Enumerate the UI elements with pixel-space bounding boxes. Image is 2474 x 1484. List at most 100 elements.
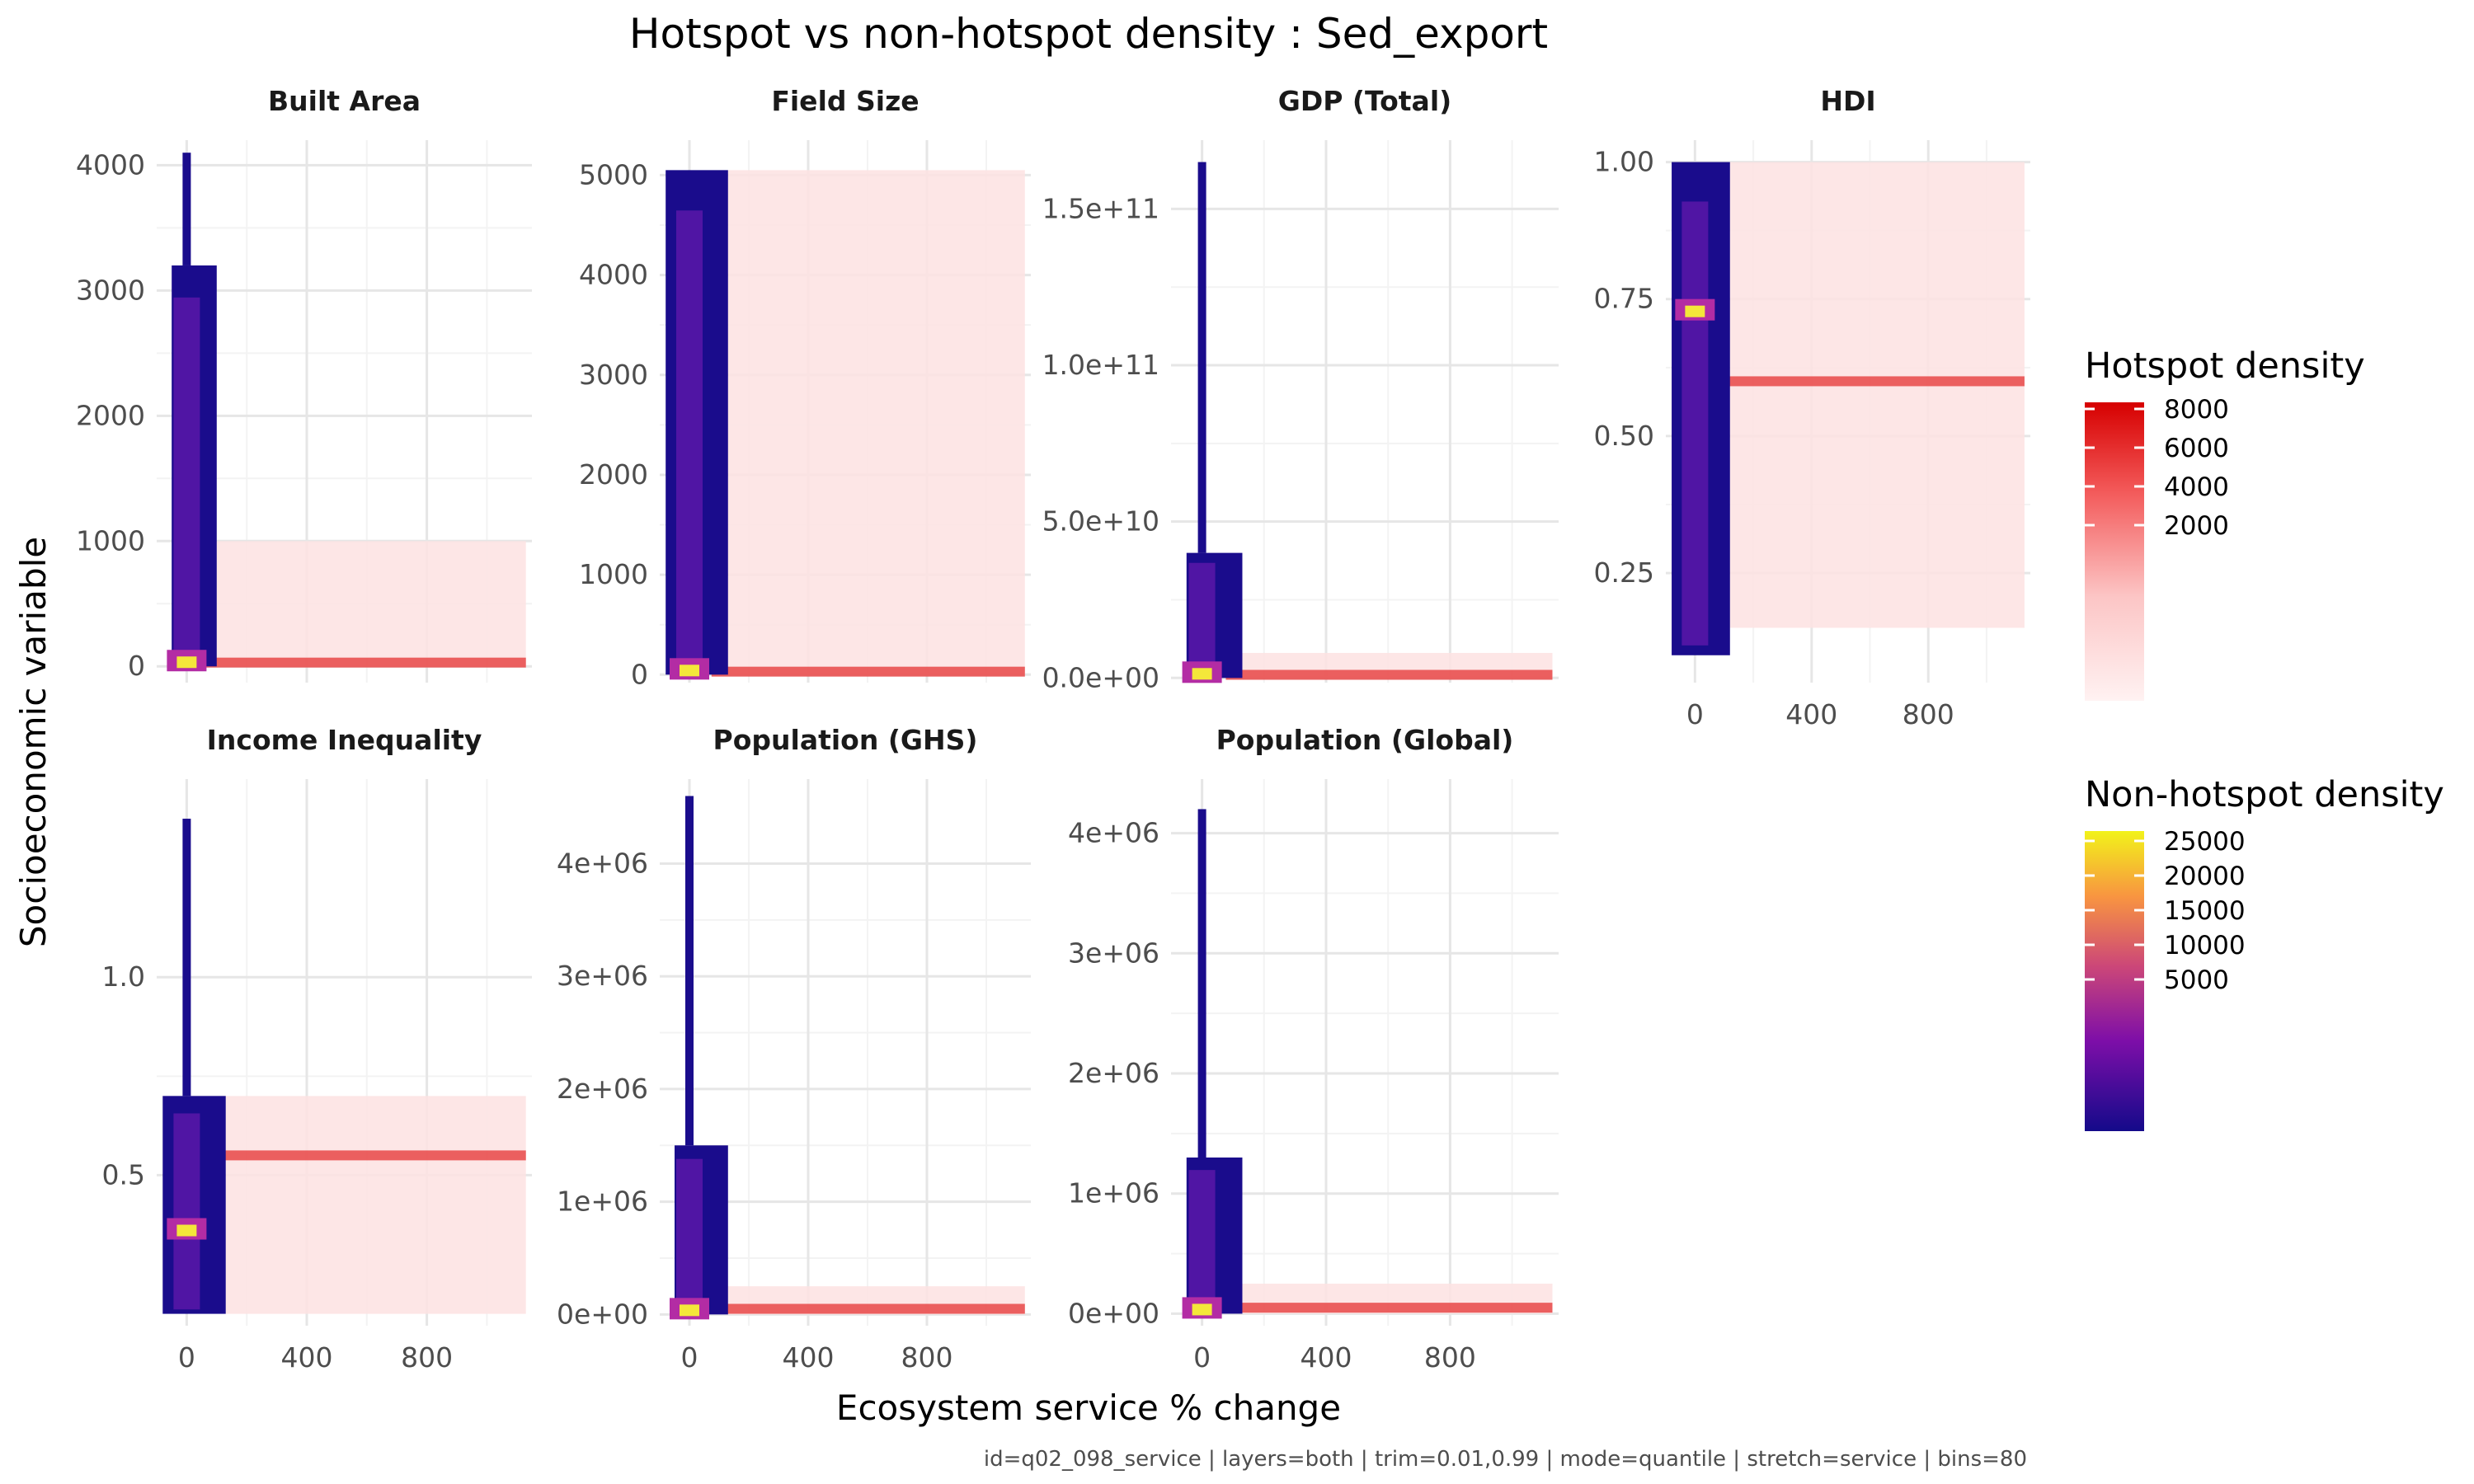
facet-title: GDP (Total) [1278,85,1451,117]
facet-title: Field Size [771,85,919,117]
facet-panel: HDI 0.25 0.50 0.75 1.00 0 400 800 [1594,85,2030,730]
y-axis-label: Socioeconomic variable [13,537,54,947]
facet-title: Population (GHS) [713,724,978,756]
nonhotspot-colorbar [2085,831,2144,1131]
x-tick-label: 800 [1903,698,1954,730]
y-tick-label: 4e+06 [557,848,648,880]
nonhotspot-legend-tick-label: 5000 [2164,965,2229,995]
facet-panel: Income Inequality 0.5 1.0 0 400 800 [102,724,532,1374]
hotspot-density-region [216,541,526,667]
facet-title: HDI [1820,85,1875,117]
nonhotspot-density-tail [182,819,191,1097]
y-tick-label: 0.25 [1594,556,1654,589]
hotspot-density-band [1225,669,1553,680]
facet-title: Income Inequality [207,724,482,756]
facet-title: Built Area [268,85,421,117]
nonhotspot-density-peak [1685,305,1705,317]
facet-panel: Built Area 0 1000 2000 3000 4000 [76,85,532,683]
nonhotspot-density-core [1188,562,1216,676]
facet-title: Population (Global) [1216,724,1514,756]
x-tick-label: 0 [681,1341,698,1374]
nonhotspot-density-peak [176,656,197,669]
nonhotspot-density-tail [1197,809,1206,1158]
y-tick-label: 1.00 [1594,146,1654,178]
x-tick-label: 400 [783,1341,835,1374]
facet-panel: Field Size 0 1000 2000 3000 4000 5000 [579,85,1031,690]
nonhotspot-legend-tick-label: 15000 [2164,896,2246,926]
y-tick-label: 1e+06 [1068,1177,1159,1209]
hotspot-density-band [1713,376,2025,387]
x-tick-label: 0 [1686,698,1704,730]
facet-panel: Population (GHS) 0e+00 1e+06 2e+06 3e+06 4e+0… [557,724,1031,1374]
caption: id=q02_098_service | layers=both | trim=… [984,1447,2027,1472]
hotspot-legend-tick-label: 2000 [2164,511,2229,541]
chart-title: Hotspot vs non-hotspot density : Sed_exp… [629,10,1548,58]
y-tick-label: 4000 [76,148,145,181]
y-tick-label: 0 [631,658,648,690]
hotspot-density-band [711,1303,1025,1314]
x-tick-label: 0 [178,1341,195,1374]
nonhotspot-density-core [173,297,200,659]
nonhotspot-density-peak [680,665,699,677]
y-tick-label: 3e+06 [1068,937,1159,969]
y-tick-label: 0.50 [1594,420,1654,452]
hotspot-legend-title: Hotspot density [2085,345,2365,387]
y-tick-label: 0e+00 [1068,1297,1159,1329]
nonhotspot-density-tail [1197,162,1206,553]
y-tick-label: 5.0e+10 [1042,505,1159,538]
y-tick-label: 0.0e+00 [1042,661,1159,693]
y-tick-label: 1.0 [102,960,145,993]
nonhotspot-density-core [173,1113,200,1310]
x-tick-label: 0 [1193,1341,1211,1374]
hotspot-density-band [1225,1303,1553,1313]
y-tick-label: 1000 [76,524,145,556]
x-tick-label: 800 [1424,1341,1476,1374]
y-tick-label: 2000 [579,458,648,491]
y-tick-label: 1.5e+11 [1042,192,1159,224]
nonhotspot-density-core [1681,201,1709,646]
y-tick-label: 5000 [579,158,648,190]
hotspot-density-region [727,170,1025,675]
y-tick-label: 4000 [579,259,648,291]
nonhotspot-legend: Non-hotspot density 25000 20000 15000 10000… [2085,774,2444,1131]
nonhotspot-density-peak [1192,1303,1212,1316]
x-axis-label: Ecosystem service % change [836,1388,1341,1428]
nonhotspot-density-core [1188,1170,1216,1311]
y-tick-label: 3e+06 [557,960,648,992]
hotspot-colorbar [2085,402,2144,701]
hotspot-density-region [225,1096,526,1314]
hotspot-legend-tick-label: 8000 [2164,395,2229,425]
hotspot-density-band [711,666,1025,677]
hotspot-density-band [209,1150,526,1161]
y-tick-label: 0e+00 [557,1298,648,1330]
y-tick-label: 3000 [579,359,648,391]
hotspot-legend-tick-label: 4000 [2164,472,2229,502]
y-tick-label: 4e+06 [1068,817,1159,849]
facet-panel: GDP (Total) 0.0e+00 5.0e+10 1.0e+11 1.5e+11 [1042,85,1559,693]
nonhotspot-legend-tick-label: 20000 [2164,862,2246,891]
x-tick-label: 400 [281,1341,333,1374]
hotspot-legend: Hotspot density 8000 6000 4000 2000 [2085,345,2365,701]
hotspot-density-band [200,657,526,668]
y-tick-label: 0 [128,650,145,682]
nonhotspot-legend-tick-label: 10000 [2164,931,2246,960]
facet-panel: Population (Global) 0e+00 1e+06 2e+06 3e+06 4… [1068,724,1559,1374]
y-tick-label: 3000 [76,274,145,306]
y-tick-label: 0.75 [1594,283,1654,315]
nonhotspot-density-core [676,1158,703,1312]
hotspot-legend-tick-label: 6000 [2164,434,2229,463]
x-tick-label: 800 [401,1341,453,1374]
nonhotspot-legend-tick-label: 25000 [2164,827,2246,857]
y-tick-label: 1000 [579,558,648,590]
nonhotspot-density-tail [685,796,694,1146]
hotspot-density-region [1729,162,2025,628]
x-tick-label: 400 [1785,698,1837,730]
nonhotspot-density-tail [182,153,191,265]
y-tick-label: 2000 [76,399,145,431]
nonhotspot-density-peak [1192,668,1212,680]
nonhotspot-legend-title: Non-hotspot density [2085,774,2444,815]
nonhotspot-density-core [676,210,703,665]
y-tick-label: 2e+06 [1068,1057,1159,1089]
